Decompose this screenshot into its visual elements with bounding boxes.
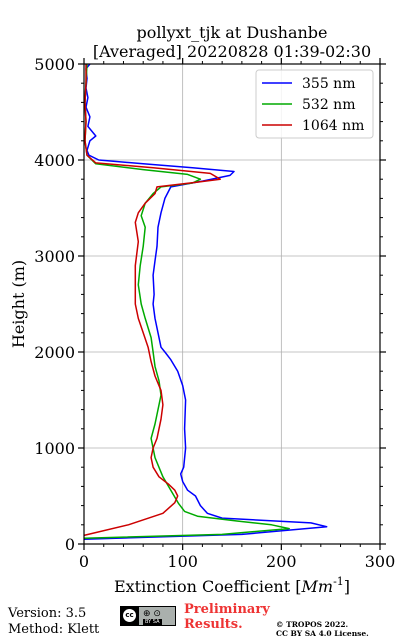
series-line-1064-nm [83,64,221,537]
y-tick-label: 5000 [34,55,75,74]
y-axis-label: Height (m) [9,260,28,348]
x-tick-label: 100 [167,552,198,571]
x-axis-label-suffix: ] [344,577,350,596]
x-axis-label-unit: Mm [301,577,334,596]
preliminary-results-notice: Preliminary Results. [184,602,270,632]
by-sa-label: BY SA [143,619,162,625]
chart-title-line2: [Averaged] 20220828 01:39-02:30 [93,42,371,61]
series-line-532-nm [83,63,290,539]
legend-label: 532 nm [302,97,355,113]
by-sa-icons: ⊕ ⊙ [143,609,161,619]
series-group [83,63,328,540]
y-tick-label: 2000 [34,343,75,362]
version-label: Version: 3.5 [8,606,87,621]
legend: 355 nm 532 nm 1064 nm [255,69,374,139]
chart-title-line1: pollyxt_tjk at Dushanbe [136,23,327,42]
cc-logo-icon: cc [123,609,136,622]
preliminary-line2: Results. [184,617,243,632]
y-tick-label: 1000 [34,439,75,458]
legend-label: 355 nm [302,76,355,92]
x-axis-label-exp: -1 [333,575,344,588]
x-tick-label: 0 [79,552,89,571]
copyright-line2: CC BY SA 4.0 License. [276,629,369,638]
preliminary-line1: Preliminary [184,602,270,617]
copyright-notice: © TROPOS 2022. CC BY SA 4.0 License. [276,620,369,638]
extinction-chart: pollyxt_tjk at Dushanbe [Averaged] 20220… [9,23,395,596]
series-line-355-nm [83,63,328,540]
x-axis-label-prefix: Extinction Coefficient [ [114,577,302,596]
cc-badge-left-block: cc [121,607,139,625]
y-tick-label: 3000 [34,247,75,266]
y-tick-label: 4000 [34,151,75,170]
legend-label: 1064 nm [302,118,364,134]
y-tick-label: 0 [65,535,75,554]
x-axis-label: Extinction Coefficient [Mm-1] [114,575,350,596]
legend-box [255,69,374,139]
method-label: Method: Klett [8,622,100,637]
cc-license-badge: cc ⊕ ⊙ BY SA [120,606,176,626]
x-tick-label: 200 [266,552,297,571]
copyright-line1: © TROPOS 2022. [276,620,349,629]
plot-frame [83,63,381,545]
x-tick-label: 300 [365,552,396,571]
